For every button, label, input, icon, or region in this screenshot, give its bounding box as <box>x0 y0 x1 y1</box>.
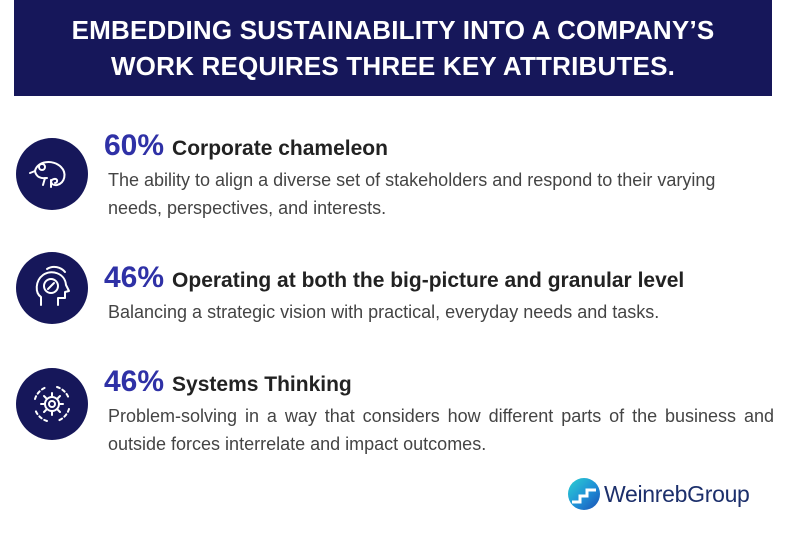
head-compass-icon <box>16 252 88 324</box>
title-line-2: WORK REQUIRES THREE KEY ATTRIBUTES. <box>110 51 676 81</box>
attribute-item-2: 46% Operating at both the big-picture an… <box>104 262 774 326</box>
attribute-item-3: 46% Systems Thinking Problem-solving in … <box>104 366 774 458</box>
logo-mark-icon <box>568 478 600 510</box>
logo-text: WeinrebGroup <box>604 480 750 507</box>
attribute-item-1: 60% Corporate chameleon The ability to a… <box>104 130 774 222</box>
title-line-1: EMBEDDING SUSTAINABILITY INTO A COMPANY’… <box>71 15 715 45</box>
attribute-percent: 46% <box>104 365 165 398</box>
title-banner: EMBEDDING SUSTAINABILITY INTO A COMPANY’… <box>14 0 772 96</box>
weinreb-group-logo: WeinrebGroup <box>568 478 750 510</box>
attribute-percent: 46% <box>104 261 165 294</box>
attribute-description: Problem-solving in a way that considers … <box>108 406 774 454</box>
attribute-title: Operating at both the big-picture and gr… <box>172 269 685 292</box>
attribute-description: Balancing a strategic vision with practi… <box>108 302 660 322</box>
attribute-title: Corporate chameleon <box>172 137 388 160</box>
attribute-percent: 60% <box>104 129 165 162</box>
chameleon-icon <box>16 138 88 210</box>
attribute-description: The ability to align a diverse set of st… <box>108 170 716 218</box>
attribute-title: Systems Thinking <box>172 373 352 396</box>
gear-cycle-icon <box>16 368 88 440</box>
